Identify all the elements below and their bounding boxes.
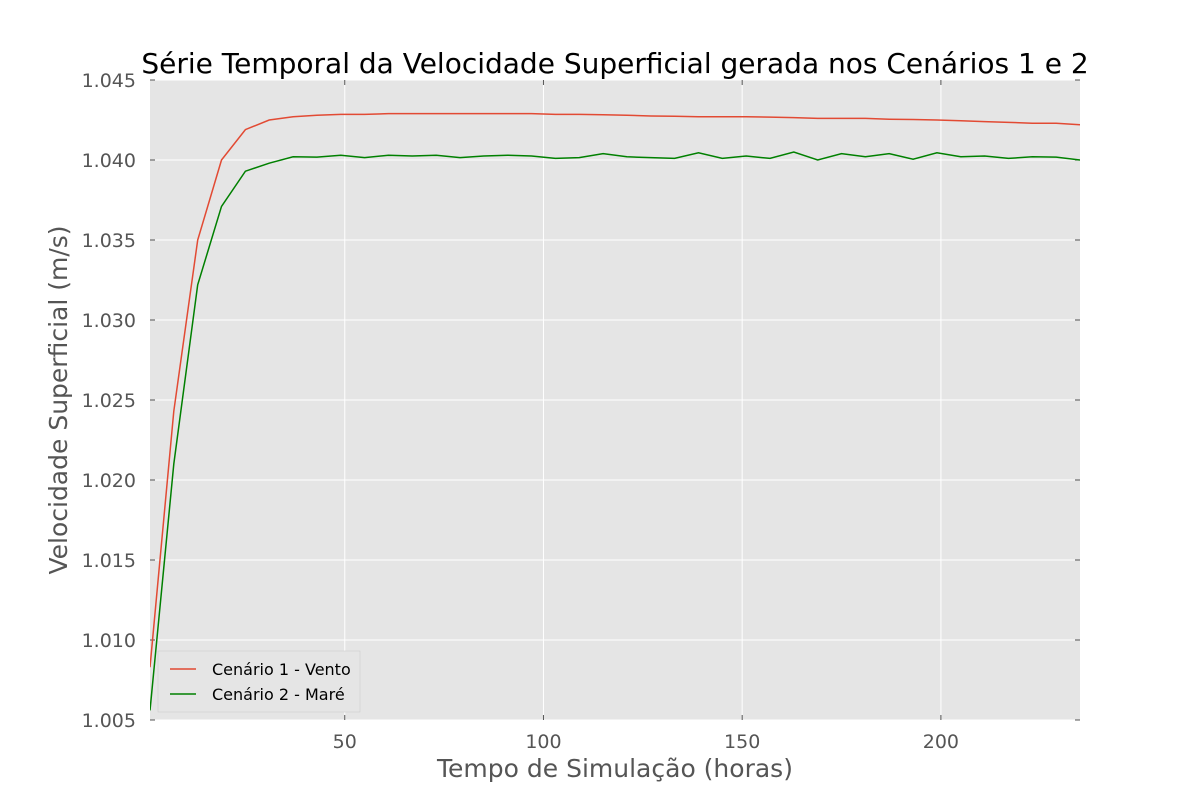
- y-axis-label: Velocidade Superficial (m/s): [44, 225, 73, 574]
- series-line-2: [150, 151, 1080, 711]
- chart-title: Série Temporal da Velocidade Superficial…: [141, 47, 1088, 80]
- legend-box: [157, 650, 361, 713]
- y-tick-label: 1.035: [82, 230, 136, 252]
- x-axis-label: Tempo de Simulação (horas): [436, 754, 793, 783]
- x-tick-label: 50: [333, 731, 357, 753]
- series-lines: [150, 112, 1080, 711]
- axis-ticks: 1.005 1.010 1.015 1.020 1.025 1.030 1.035 1.040…: [82, 70, 1080, 753]
- y-tick-label: 1.005: [82, 710, 136, 732]
- y-tick-label: 1.030: [82, 310, 136, 332]
- y-tick-label: 1.015: [82, 550, 136, 572]
- legend: Cenário 1 - Vento Cenário 2 - Maré: [157, 650, 361, 713]
- x-tick-label: 150: [724, 731, 760, 753]
- x-tick-label: 100: [525, 731, 561, 753]
- y-tick-label: 1.025: [82, 390, 136, 412]
- y-tick-label: 1.020: [82, 470, 136, 492]
- y-tick-label: 1.010: [82, 630, 136, 652]
- grid: [150, 79, 1080, 721]
- y-tick-label: 1.045: [82, 70, 136, 92]
- x-tick-label: 200: [923, 731, 959, 753]
- legend-label-mare: Cenário 2 - Maré: [212, 685, 345, 704]
- y-tick-label: 1.040: [82, 150, 136, 172]
- legend-label-vento: Cenário 1 - Vento: [212, 660, 351, 679]
- series-line-1: [150, 112, 1080, 668]
